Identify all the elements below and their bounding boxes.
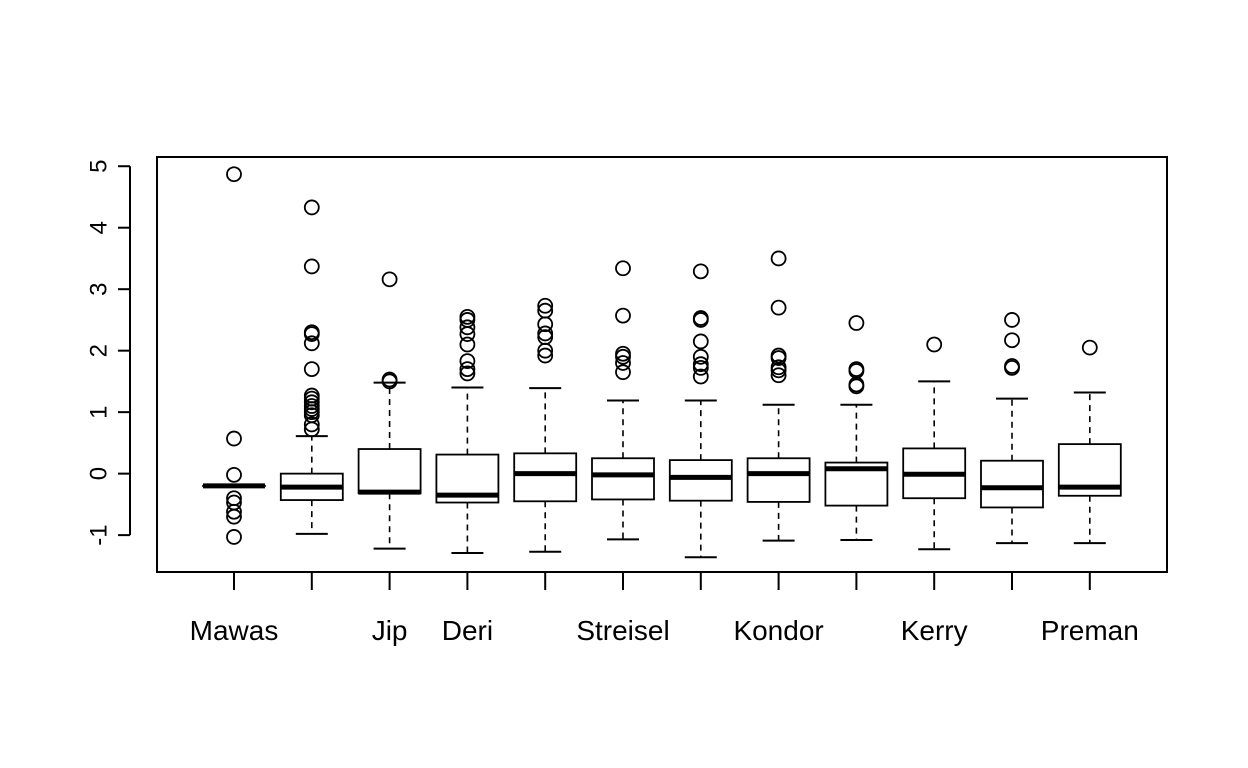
- outlier-point: [848, 378, 865, 395]
- outlier-point: [303, 361, 320, 378]
- outlier-point: [303, 335, 320, 352]
- outlier-point: [459, 336, 476, 353]
- x-category-label: Mawas: [190, 615, 279, 646]
- outlier-point: [615, 348, 631, 365]
- outlier-point: [303, 394, 320, 411]
- box-group: [668, 263, 733, 559]
- outlier-point: [303, 421, 320, 438]
- outlier-point: [459, 361, 476, 378]
- y-tick-label: 1: [85, 405, 112, 418]
- outlier-point: [1081, 339, 1098, 356]
- outlier-point: [692, 356, 709, 373]
- outlier-point: [615, 364, 631, 381]
- outlier-point: [1004, 359, 1020, 376]
- outlier-point: [692, 359, 709, 376]
- box-group: [279, 199, 344, 535]
- box-group: [202, 166, 266, 545]
- outlier-point: [226, 529, 242, 545]
- box-group: [357, 271, 422, 550]
- outlier-point: [692, 263, 709, 280]
- outlier-point: [226, 503, 242, 520]
- x-category-label: Streisel: [576, 615, 669, 646]
- outlier-point: [692, 312, 709, 328]
- box-iqr: [357, 448, 422, 495]
- outlier-point: [770, 350, 787, 366]
- outlier-point: [848, 315, 865, 331]
- outlier-point: [226, 430, 242, 447]
- y-tick-label: 0: [85, 467, 112, 480]
- outlier-point: [459, 326, 476, 342]
- outlier-point: [226, 508, 242, 525]
- outlier-point: [537, 316, 554, 333]
- x-category-label: Kerry: [901, 615, 968, 646]
- box-iqr: [746, 457, 811, 503]
- plot-frame: [156, 156, 1168, 573]
- outlier-point: [303, 326, 320, 342]
- outlier-point: [770, 299, 787, 316]
- outlier-point: [692, 368, 709, 385]
- outlier-point: [537, 342, 554, 359]
- box-group: [980, 312, 1044, 545]
- outlier-point: [459, 365, 476, 382]
- x-category-label: Kondor: [733, 615, 823, 646]
- outlier-point: [303, 416, 320, 433]
- outlier-point: [303, 199, 320, 216]
- outlier-point: [226, 166, 242, 183]
- outlier-point: [615, 307, 631, 324]
- outlier-point: [459, 353, 476, 370]
- y-tick-label: 3: [85, 283, 112, 296]
- outlier-point: [226, 466, 242, 483]
- outlier-point: [692, 348, 709, 365]
- outlier-point: [1004, 312, 1020, 328]
- outlier-point: [926, 336, 943, 353]
- y-tick-label: -1: [85, 524, 112, 545]
- y-tick-label: 4: [85, 221, 112, 234]
- y-tick-label: 5: [85, 160, 112, 173]
- outlier-point: [770, 367, 787, 384]
- box-group: [902, 336, 967, 551]
- box-iqr: [591, 457, 655, 501]
- outlier-point: [770, 362, 787, 379]
- box-iqr: [668, 459, 733, 502]
- outlier-point: [303, 258, 320, 275]
- y-axis: -1 0 1 2 3 4 5: [85, 160, 131, 546]
- x-category-label: Deri: [442, 615, 493, 646]
- box-iqr: [513, 452, 578, 503]
- box-iqr: [980, 459, 1044, 509]
- outlier-point: [615, 260, 631, 277]
- box-group: [824, 315, 889, 542]
- outlier-point: [537, 325, 554, 342]
- box-group: [591, 260, 655, 541]
- outlier-point: [1004, 332, 1020, 349]
- box-group: [746, 250, 811, 542]
- x-category-label: Preman: [1041, 615, 1139, 646]
- box-group: [513, 297, 578, 553]
- box-group: [1057, 339, 1122, 545]
- box-group: [435, 308, 500, 554]
- outlier-point: [459, 319, 476, 336]
- outlier-point: [692, 333, 709, 350]
- outlier-point: [381, 373, 398, 390]
- outlier-point: [381, 271, 398, 288]
- x-category-label: Jip: [372, 615, 408, 646]
- outlier-point: [537, 347, 554, 364]
- x-axis: Mawas Jip Deri Streisel Kondor Kerry Preman: [190, 571, 1139, 646]
- y-tick-label: 2: [85, 344, 112, 357]
- boxes: [202, 166, 1122, 559]
- outlier-point: [537, 297, 554, 314]
- outlier-point: [615, 355, 631, 371]
- outlier-point: [770, 250, 787, 267]
